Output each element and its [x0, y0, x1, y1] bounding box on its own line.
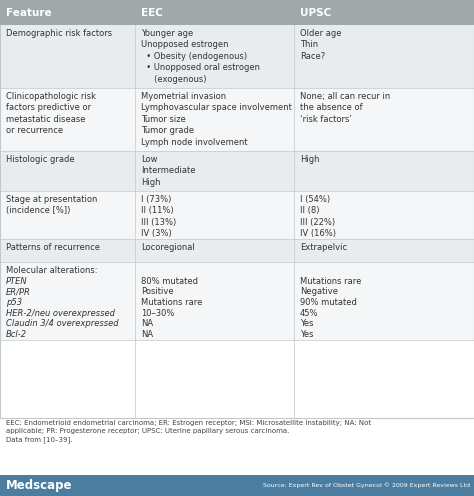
Text: I (73%)
II (11%)
III (13%)
IV (3%): I (73%) II (11%) III (13%) IV (3%) — [141, 195, 176, 239]
Text: PTEN: PTEN — [6, 277, 27, 286]
Text: Younger age
Unopposed estrogen
  • Obesity (endogenous)
  • Unopposed oral estro: Younger age Unopposed estrogen • Obesity… — [141, 29, 260, 84]
Text: Patterns of recurrence: Patterns of recurrence — [6, 243, 100, 252]
Bar — [0, 0, 474, 25]
Bar — [0, 418, 474, 475]
Text: Bcl-2: Bcl-2 — [6, 330, 27, 339]
Bar — [0, 0, 474, 418]
Text: Extrapelvic: Extrapelvic — [300, 243, 347, 252]
Text: ER/PR: ER/PR — [6, 287, 31, 297]
Text: Stage at presentation
(incidence [%]): Stage at presentation (incidence [%]) — [6, 195, 97, 215]
Text: None; all can recur in
the absence of
‘risk factors’: None; all can recur in the absence of ‘r… — [300, 92, 390, 124]
Bar — [0, 25, 474, 88]
Text: High: High — [300, 155, 319, 164]
Text: Feature: Feature — [6, 7, 52, 17]
Text: NA: NA — [141, 319, 153, 328]
Text: Negative: Negative — [300, 287, 338, 297]
Text: Claudin 3/4 overexpressed: Claudin 3/4 overexpressed — [6, 319, 118, 328]
Text: Positive: Positive — [141, 287, 173, 297]
Text: p53: p53 — [6, 298, 22, 307]
Bar — [0, 88, 474, 151]
Text: Older age
Thin
Race?: Older age Thin Race? — [300, 29, 341, 61]
Text: Molecular alterations:: Molecular alterations: — [6, 266, 98, 275]
Bar — [0, 262, 474, 340]
Text: I (54%)
II (8)
III (22%)
IV (16%): I (54%) II (8) III (22%) IV (16%) — [300, 195, 336, 239]
Text: Source: Expert Rev of Obstet Gynecol © 2009 Expert Reviews Ltd: Source: Expert Rev of Obstet Gynecol © 2… — [263, 483, 470, 489]
Text: Yes: Yes — [300, 330, 313, 339]
Bar — [0, 239, 474, 262]
Text: EEC: EEC — [141, 7, 163, 17]
Text: Demographic risk factors: Demographic risk factors — [6, 29, 112, 38]
Bar — [0, 151, 474, 191]
Text: Mutations rare: Mutations rare — [300, 277, 361, 286]
Text: NA: NA — [141, 330, 153, 339]
Text: 80% mutated: 80% mutated — [141, 277, 198, 286]
Text: EEC: Endometrioid endometrial carcinoma; ER: Estrogen receptor; MSI: Microsatell: EEC: Endometrioid endometrial carcinoma;… — [6, 420, 371, 443]
Text: Locoregional: Locoregional — [141, 243, 195, 252]
Text: HER-2/neu overexpressed: HER-2/neu overexpressed — [6, 309, 115, 318]
Text: Myometrial invasion
Lymphovascular space involvement
Tumor size
Tumor grade
Lymp: Myometrial invasion Lymphovascular space… — [141, 92, 292, 147]
Bar — [0, 475, 474, 496]
Text: UPSC: UPSC — [300, 7, 331, 17]
Text: 10–30%: 10–30% — [141, 309, 174, 318]
Bar — [0, 191, 474, 239]
Text: Histologic grade: Histologic grade — [6, 155, 74, 164]
Text: Low
Intermediate
High: Low Intermediate High — [141, 155, 196, 187]
Text: Medscape: Medscape — [6, 479, 73, 492]
Text: Mutations rare: Mutations rare — [141, 298, 202, 307]
Text: 45%: 45% — [300, 309, 319, 318]
Text: Yes: Yes — [300, 319, 313, 328]
Text: 90% mutated: 90% mutated — [300, 298, 357, 307]
Text: Clinicopathologic risk
factors predictive or
metastatic disease
or recurrence: Clinicopathologic risk factors predictiv… — [6, 92, 96, 135]
